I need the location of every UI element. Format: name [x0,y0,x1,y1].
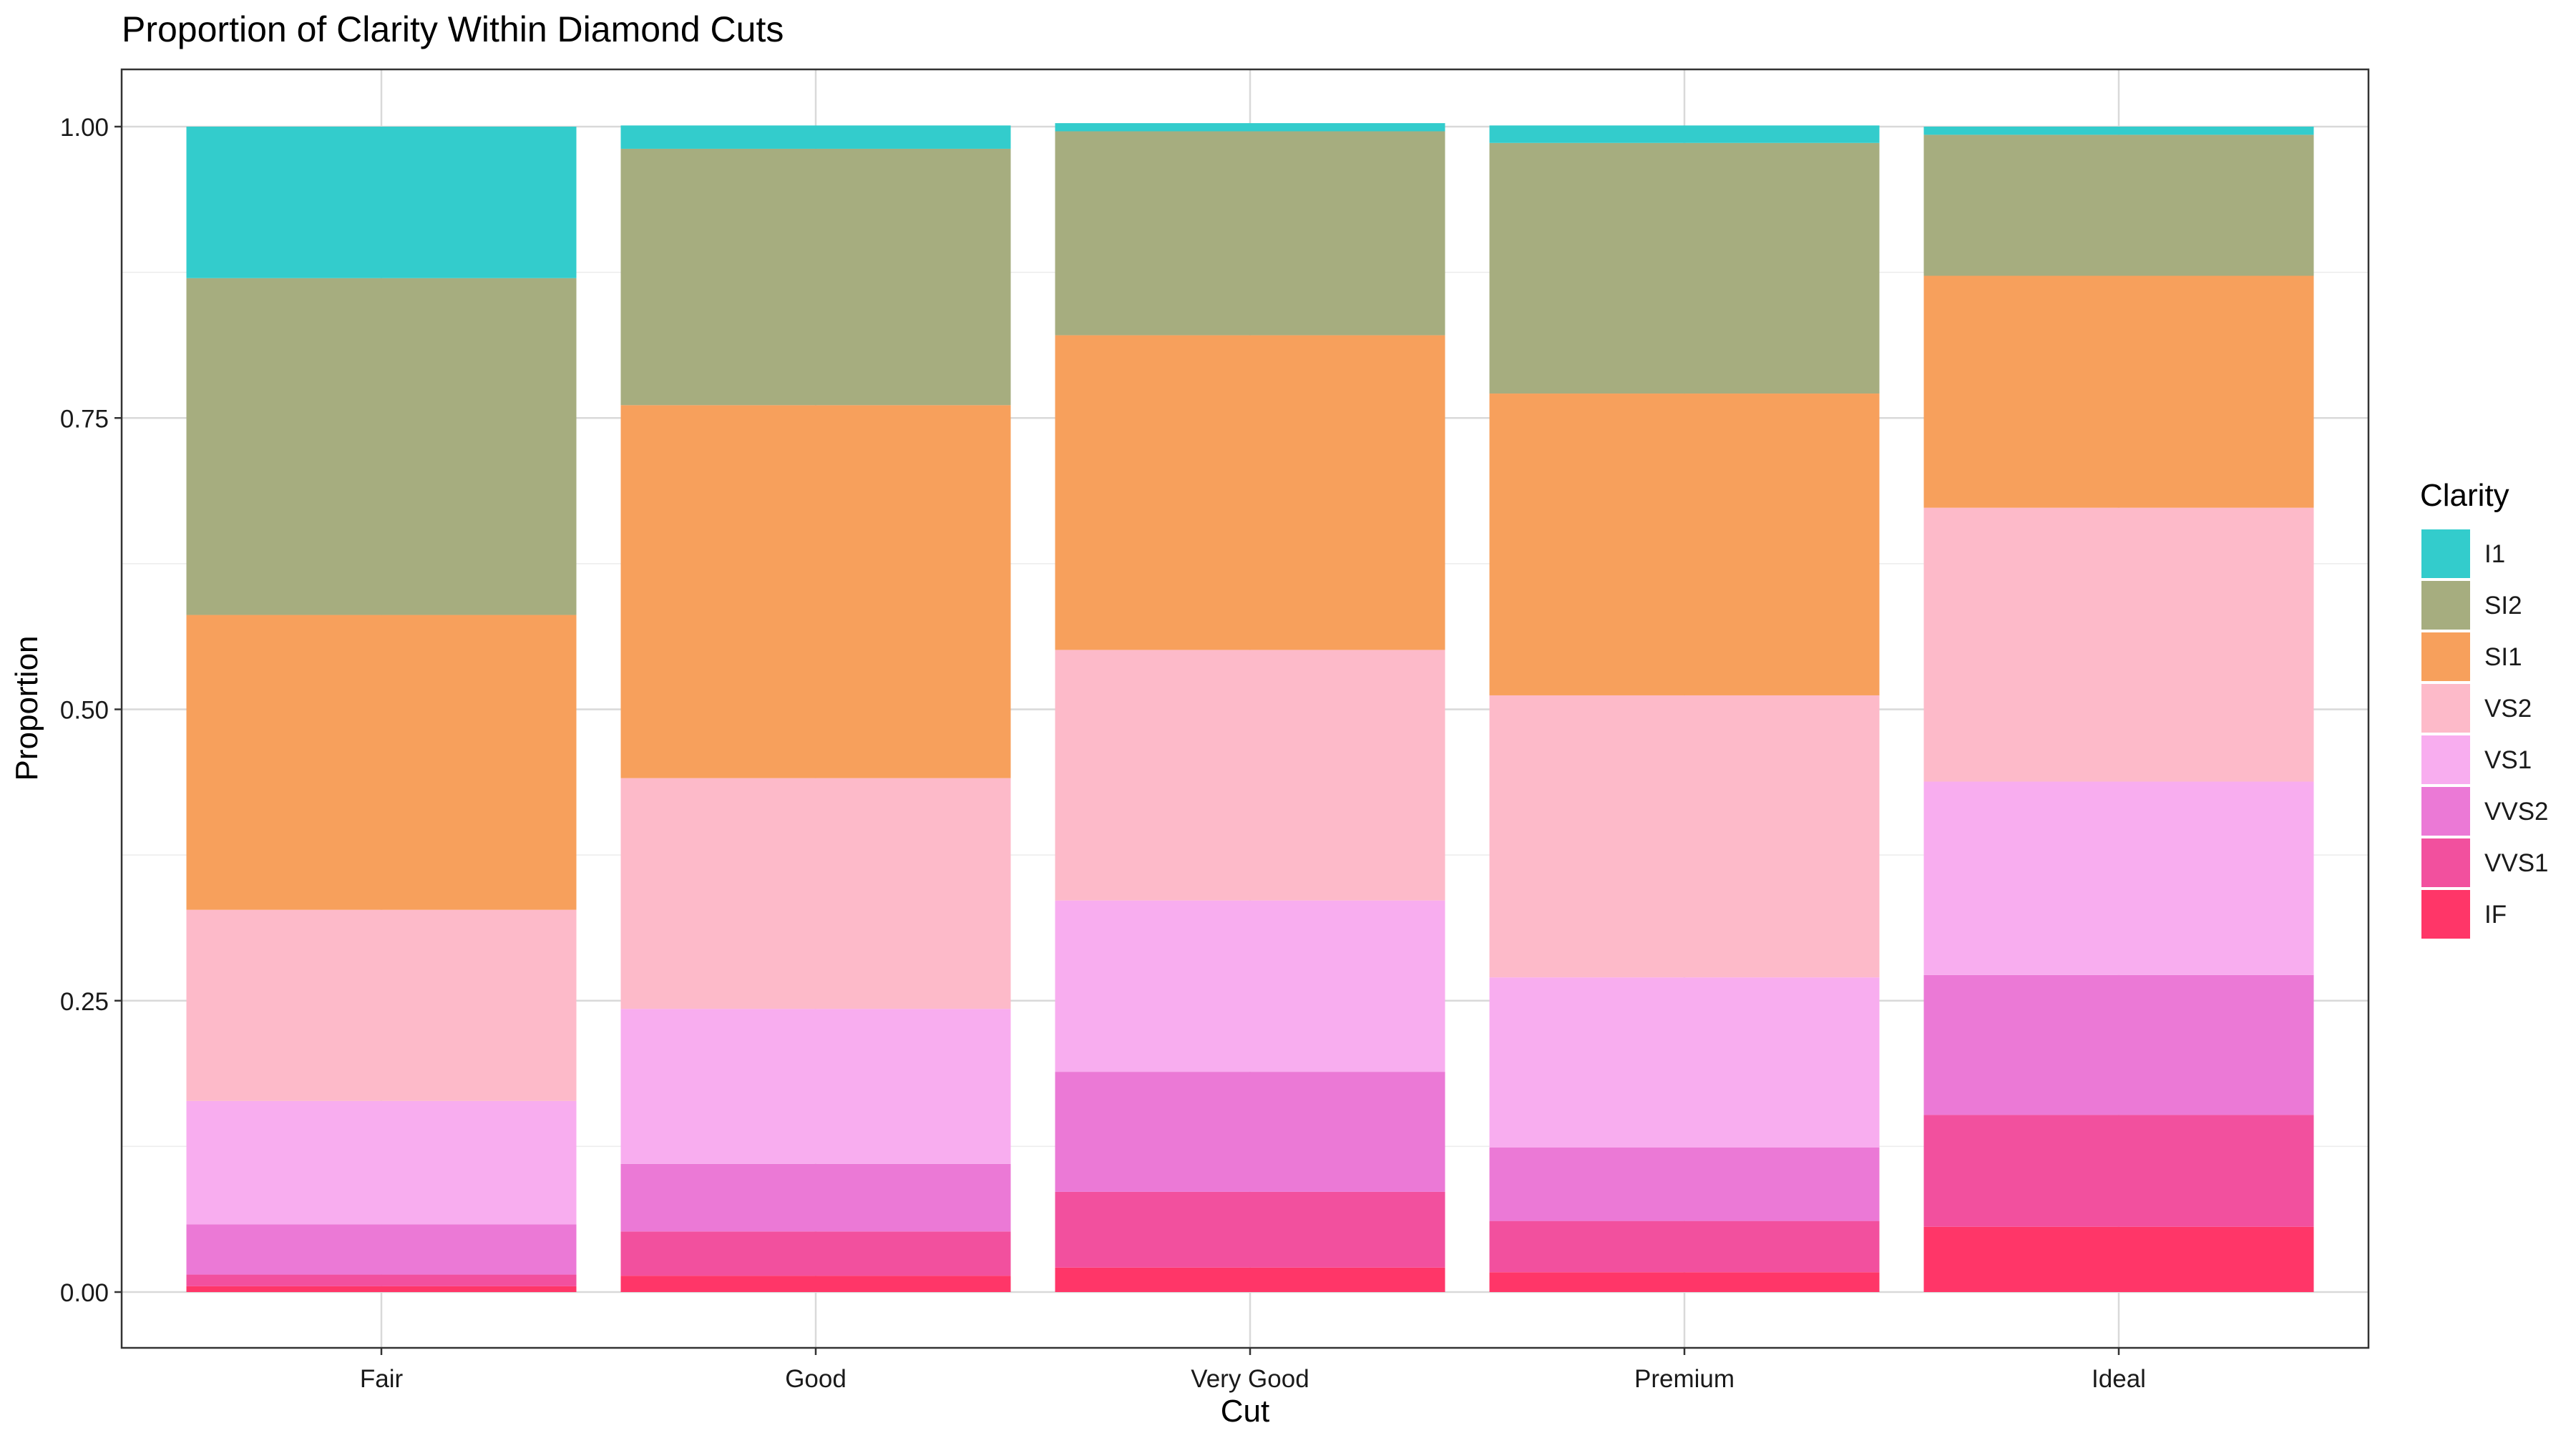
y-axis-title: Proportion [9,635,44,781]
bar-segment-good-i1 [620,125,1011,149]
y-tick-label: 0.25 [60,988,109,1016]
legend-label-vvs1: VVS1 [2484,849,2549,877]
legend-label-if: IF [2484,901,2507,929]
bar-segment-premium-vs2 [1489,695,1880,978]
y-axis: 0.00 0.25 0.50 0.75 1.00 [60,114,122,1307]
legend: Clarity I1 SI2 SI1 VS2 VS1 VVS2 VVS1 IF [2420,478,2549,939]
bar-segment-fair-vvs1 [186,1274,577,1286]
bar-segment-very-good-vs2 [1055,650,1445,901]
bar-segment-fair-i1 [186,127,577,278]
bar-segment-premium-si1 [1489,393,1880,695]
bar-segment-premium-si2 [1489,142,1880,394]
bar-segment-good-si2 [620,148,1011,406]
bar-segment-fair-vs1 [186,1100,577,1225]
legend-label-i1: I1 [2484,540,2505,568]
bar-segment-fair-si2 [186,278,577,615]
legend-label-si2: SI2 [2484,592,2522,620]
bar-segment-ideal-vvs2 [1923,974,2314,1115]
bar-segment-fair-vs2 [186,909,577,1101]
x-tick-label: Premium [1634,1365,1735,1393]
bar-segment-ideal-vs1 [1923,781,2314,975]
x-tick-label: Very Good [1191,1365,1309,1393]
bar-segment-premium-vs1 [1489,977,1880,1148]
bar-segment-ideal-i1 [1923,127,2314,135]
bars [186,123,2314,1292]
bar-segment-ideal-vs2 [1923,507,2314,782]
legend-key-si2 [2421,581,2470,630]
bar-segment-very-good-si1 [1055,335,1445,650]
y-tick-label: 1.00 [60,114,109,142]
legend-key-vs1 [2421,735,2470,784]
legend-label-si1: SI1 [2484,643,2522,671]
y-tick-label: 0.75 [60,405,109,433]
bar-segment-premium-if [1489,1272,1880,1292]
bar-segment-very-good-i1 [1055,123,1445,132]
bar-segment-good-vvs1 [620,1231,1011,1276]
bar-segment-premium-i1 [1489,125,1880,143]
x-tick-label: Ideal [2092,1365,2146,1393]
x-axis-title: Cut [1221,1394,1269,1429]
y-tick-label: 0.50 [60,697,109,725]
bar-segment-very-good-vvs1 [1055,1191,1445,1268]
bar-segment-premium-vvs2 [1489,1148,1880,1221]
bar-segment-ideal-si2 [1923,134,2314,276]
legend-label-vvs2: VVS2 [2484,798,2549,826]
legend-title: Clarity [2420,478,2509,513]
bar-segment-ideal-si1 [1923,275,2314,508]
legend-label-vs2: VS2 [2484,695,2532,723]
bar-segment-very-good-vvs2 [1055,1072,1445,1192]
legend-items: I1 SI2 SI1 VS2 VS1 VVS2 VVS1 IF [2421,529,2549,939]
bar-segment-good-vs2 [620,778,1011,1009]
y-tick-label: 0.00 [60,1279,109,1307]
legend-key-vvs1 [2421,838,2470,887]
bar-segment-fair-if [186,1286,577,1292]
legend-key-vvs2 [2421,787,2470,836]
bar-segment-premium-vvs1 [1489,1221,1880,1273]
chart-title: Proportion of Clarity Within Diamond Cut… [122,9,784,49]
bar-segment-fair-vvs2 [186,1224,577,1275]
bar-segment-good-vvs2 [620,1163,1011,1232]
bar-segment-very-good-vs1 [1055,900,1445,1072]
legend-key-if [2421,890,2470,939]
legend-label-vs1: VS1 [2484,746,2532,774]
legend-key-vs2 [2421,684,2470,733]
legend-key-i1 [2421,529,2470,578]
bar-segment-ideal-vvs1 [1923,1115,2314,1227]
bar-segment-good-si1 [620,405,1011,778]
bar-segment-good-if [620,1276,1011,1292]
bar-segment-very-good-si2 [1055,131,1445,336]
x-tick-label: Fair [360,1365,404,1393]
x-tick-label: Good [785,1365,847,1393]
x-axis: Fair Good Very Good Premium Ideal [360,1348,2146,1393]
bar-segment-very-good-if [1055,1267,1445,1292]
bar-segment-fair-si1 [186,615,577,910]
bar-segment-good-vs1 [620,1009,1011,1164]
bar-segment-ideal-if [1923,1226,2314,1292]
legend-key-si1 [2421,632,2470,681]
